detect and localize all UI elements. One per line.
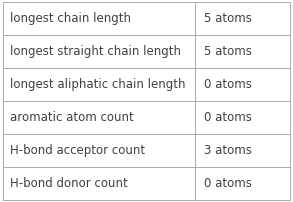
Text: longest chain length: longest chain length [10,12,131,25]
Text: H-bond acceptor count: H-bond acceptor count [10,144,145,157]
Text: 3 atoms: 3 atoms [204,144,252,157]
Text: 5 atoms: 5 atoms [204,45,252,58]
Text: 0 atoms: 0 atoms [204,111,252,124]
Text: 0 atoms: 0 atoms [204,78,252,91]
Text: longest straight chain length: longest straight chain length [10,45,181,58]
Text: 5 atoms: 5 atoms [204,12,252,25]
Text: H-bond donor count: H-bond donor count [10,177,128,190]
Text: longest aliphatic chain length: longest aliphatic chain length [10,78,186,91]
Text: aromatic atom count: aromatic atom count [10,111,134,124]
Text: 0 atoms: 0 atoms [204,177,252,190]
